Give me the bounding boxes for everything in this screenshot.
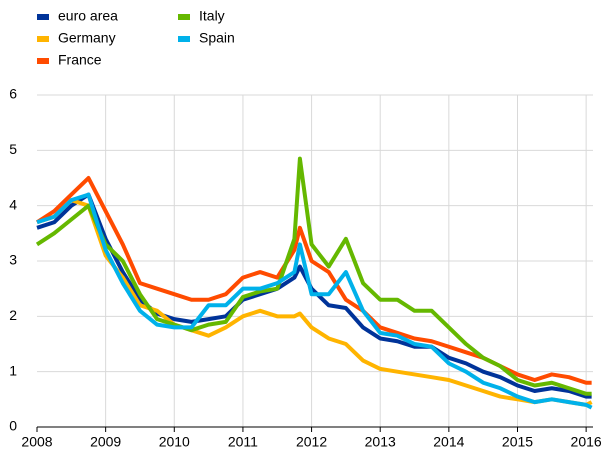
legend-label: Italy <box>199 8 225 24</box>
y-tick-label: 0 <box>9 418 17 434</box>
x-tick-label: 2012 <box>296 434 327 450</box>
x-tick-label: 2013 <box>365 434 396 450</box>
x-tick-label: 2014 <box>433 434 464 450</box>
legend-label: euro area <box>58 8 118 24</box>
x-tick-label: 2009 <box>90 434 121 450</box>
legend-swatch <box>37 14 49 20</box>
series-line <box>36 192 593 410</box>
x-tick-label: 2008 <box>21 434 52 450</box>
legend-swatch <box>178 36 190 42</box>
y-tick-label: 4 <box>9 196 17 212</box>
x-tick-label: 2011 <box>228 434 258 450</box>
y-tick-label: 5 <box>9 141 17 157</box>
y-tick-label: 2 <box>9 307 17 323</box>
y-tick-label: 3 <box>9 252 17 268</box>
series-line <box>35 156 592 396</box>
series-line <box>36 198 593 407</box>
x-tick-label: 2010 <box>159 434 190 450</box>
legend-label: France <box>58 52 102 68</box>
x-tick-label: 2015 <box>502 434 533 450</box>
legend-swatch <box>37 58 49 64</box>
legend-swatch <box>37 36 49 42</box>
legend-label: Germany <box>58 30 116 46</box>
y-tick-label: 1 <box>9 362 17 378</box>
legend-swatch <box>178 14 190 20</box>
y-tick-label: 6 <box>9 86 17 102</box>
legend-label: Spain <box>199 30 235 46</box>
x-tick-label: 2016 <box>571 434 602 450</box>
